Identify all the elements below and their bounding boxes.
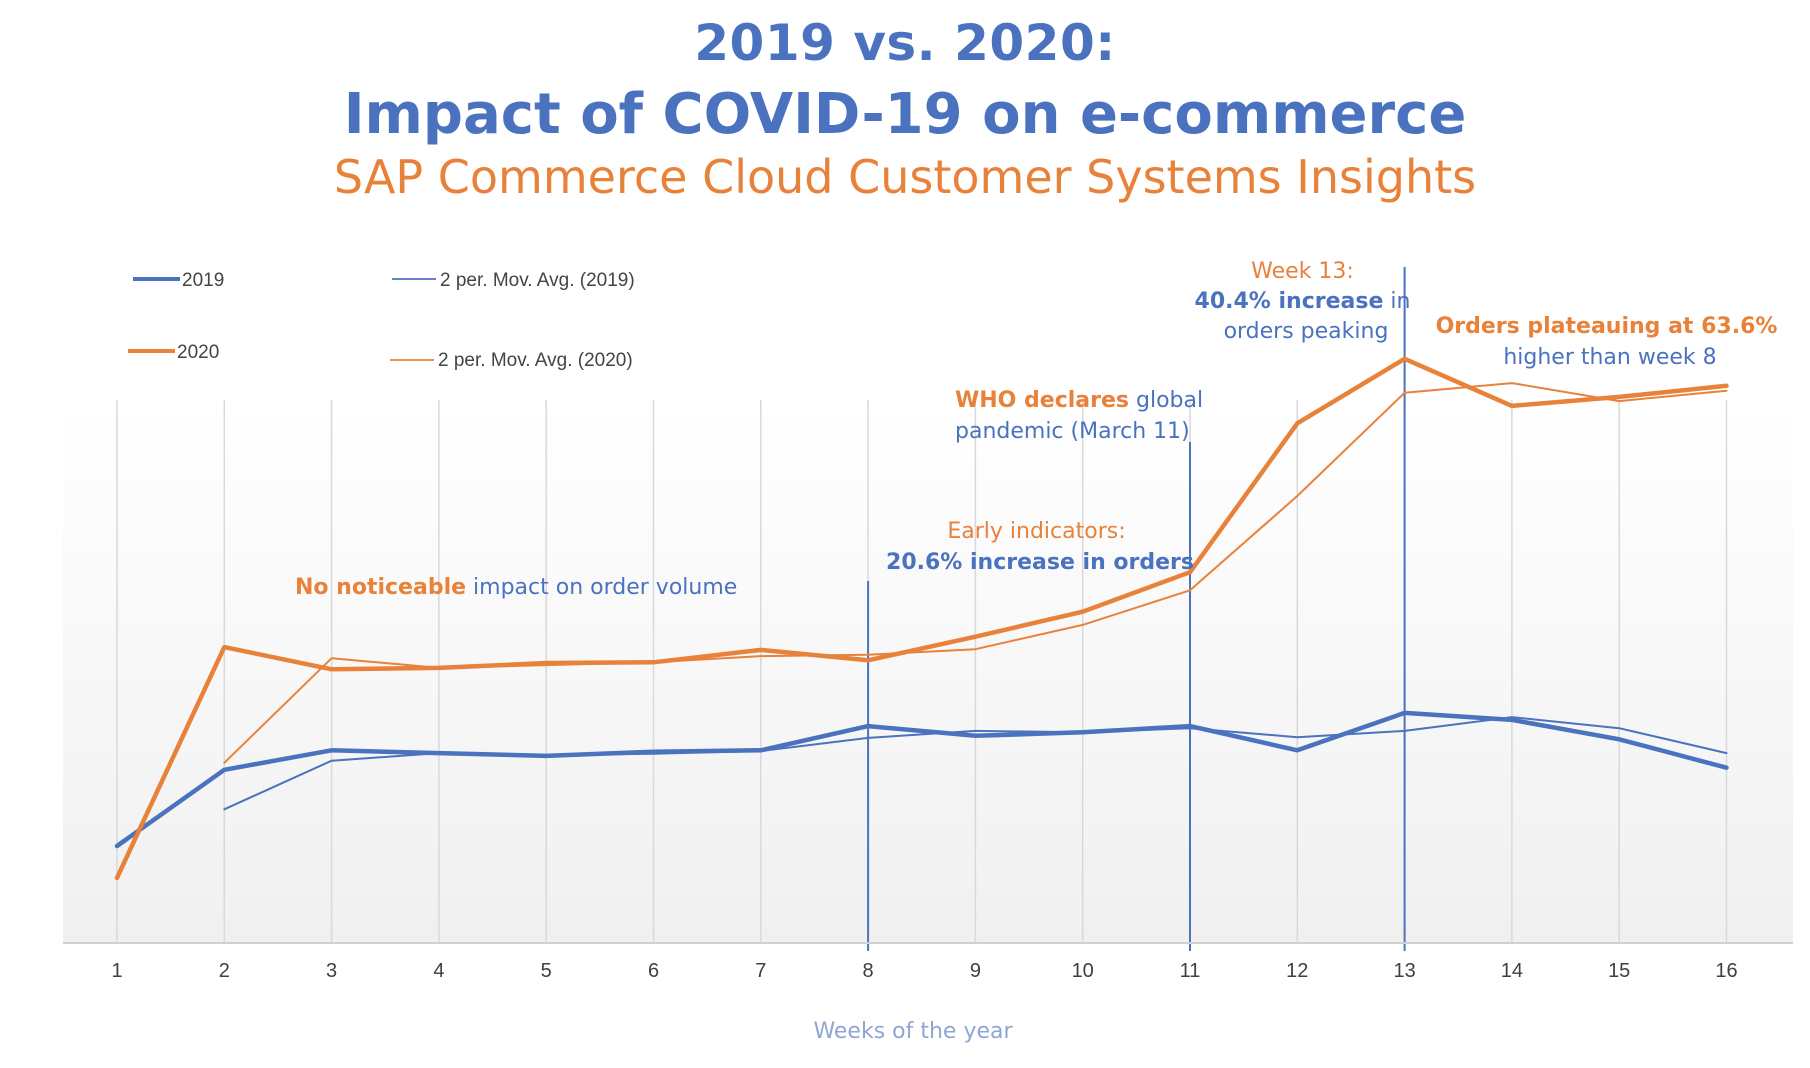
x-tick-label: 7 (755, 960, 766, 982)
plot-area (63, 400, 1793, 943)
annotation-plateau: Orders plateauing at 63.6% higher than w… (1436, 314, 1785, 370)
x-tick-label: 6 (648, 960, 659, 982)
series-2019 (114, 710, 1729, 849)
annotation-week-13-peak: Week 13: 40.4% increase in orders peakin… (1195, 259, 1418, 344)
annotation-early-indicators: Early indicators: 20.6% increase in orde… (886, 519, 1194, 575)
annotation-text: Early indicators: (947, 519, 1125, 544)
annotation-text: pandemic (March 11) (955, 419, 1190, 444)
annotation-text: in (1383, 289, 1410, 314)
annotation-no-impact: No noticeable impact on order volume (295, 575, 737, 600)
x-axis-ticks: 1 2 3 4 5 6 7 8 9 10 11 12 13 14 15 16 (111, 960, 1737, 982)
annotation-text: 40.4% increase (1195, 289, 1384, 314)
annotation-text: No noticeable (295, 575, 466, 600)
annotation-text: WHO declares (955, 388, 1129, 413)
series-line (114, 710, 1729, 849)
x-tick-label: 8 (863, 960, 874, 982)
legend: 2019 2020 2 per. Mov. Avg. (2019) 2 per.… (128, 270, 635, 371)
legend-item-2019[interactable]: 2019 (133, 270, 224, 291)
legend-label: 2 per. Mov. Avg. (2020) (438, 350, 633, 371)
chart-subtitle: SAP Commerce Cloud Customer Systems Insi… (333, 150, 1477, 204)
x-tick-label: 16 (1715, 960, 1737, 982)
series-line (114, 356, 1729, 881)
x-tick-label: 14 (1501, 960, 1523, 982)
chart-title-line1: 2019 vs. 2020: (694, 14, 1116, 72)
annotation-text: global (1129, 388, 1203, 413)
legend-label: 2 per. Mov. Avg. (2019) (440, 270, 635, 291)
series-lines (114, 356, 1729, 881)
annotation-text: higher than week 8 (1503, 345, 1716, 370)
annotation-text: impact on order volume (466, 575, 737, 600)
x-axis-label: Weeks of the year (813, 1019, 1013, 1044)
annotation-text: 20.6% increase in orders (886, 550, 1194, 575)
x-tick-label: 1 (111, 960, 122, 982)
legend-item-2020[interactable]: 2020 (128, 342, 219, 363)
x-tick-label: 5 (541, 960, 552, 982)
series-2020 (114, 356, 1729, 881)
x-tick-label: 4 (433, 960, 444, 982)
event-marker-lines (867, 267, 1406, 951)
x-tick-label: 2 (219, 960, 230, 982)
x-tick-label: 13 (1393, 960, 1415, 982)
annotation-text: Orders plateauing at 63.6% (1436, 314, 1778, 339)
x-tick-label: 11 (1180, 960, 1201, 982)
chart-title-line2: Impact of COVID-19 on e-commerce (343, 82, 1467, 147)
x-tick-label: 15 (1608, 960, 1630, 982)
x-tick-label: 10 (1072, 960, 1094, 982)
legend-item-ma-2020[interactable]: 2 per. Mov. Avg. (2020) (390, 350, 633, 371)
annotation-text: orders peaking (1224, 319, 1389, 344)
x-tick-label: 12 (1286, 960, 1308, 982)
legend-label: 2020 (177, 342, 219, 363)
annotation-text: Week 13: (1251, 259, 1354, 284)
legend-label: 2019 (182, 270, 224, 291)
legend-item-ma-2019[interactable]: 2 per. Mov. Avg. (2019) (392, 270, 635, 291)
x-tick-label: 9 (970, 960, 981, 982)
x-tick-label: 3 (326, 960, 337, 982)
annotation-who-declares: WHO declares global pandemic (March 11) (955, 388, 1210, 444)
